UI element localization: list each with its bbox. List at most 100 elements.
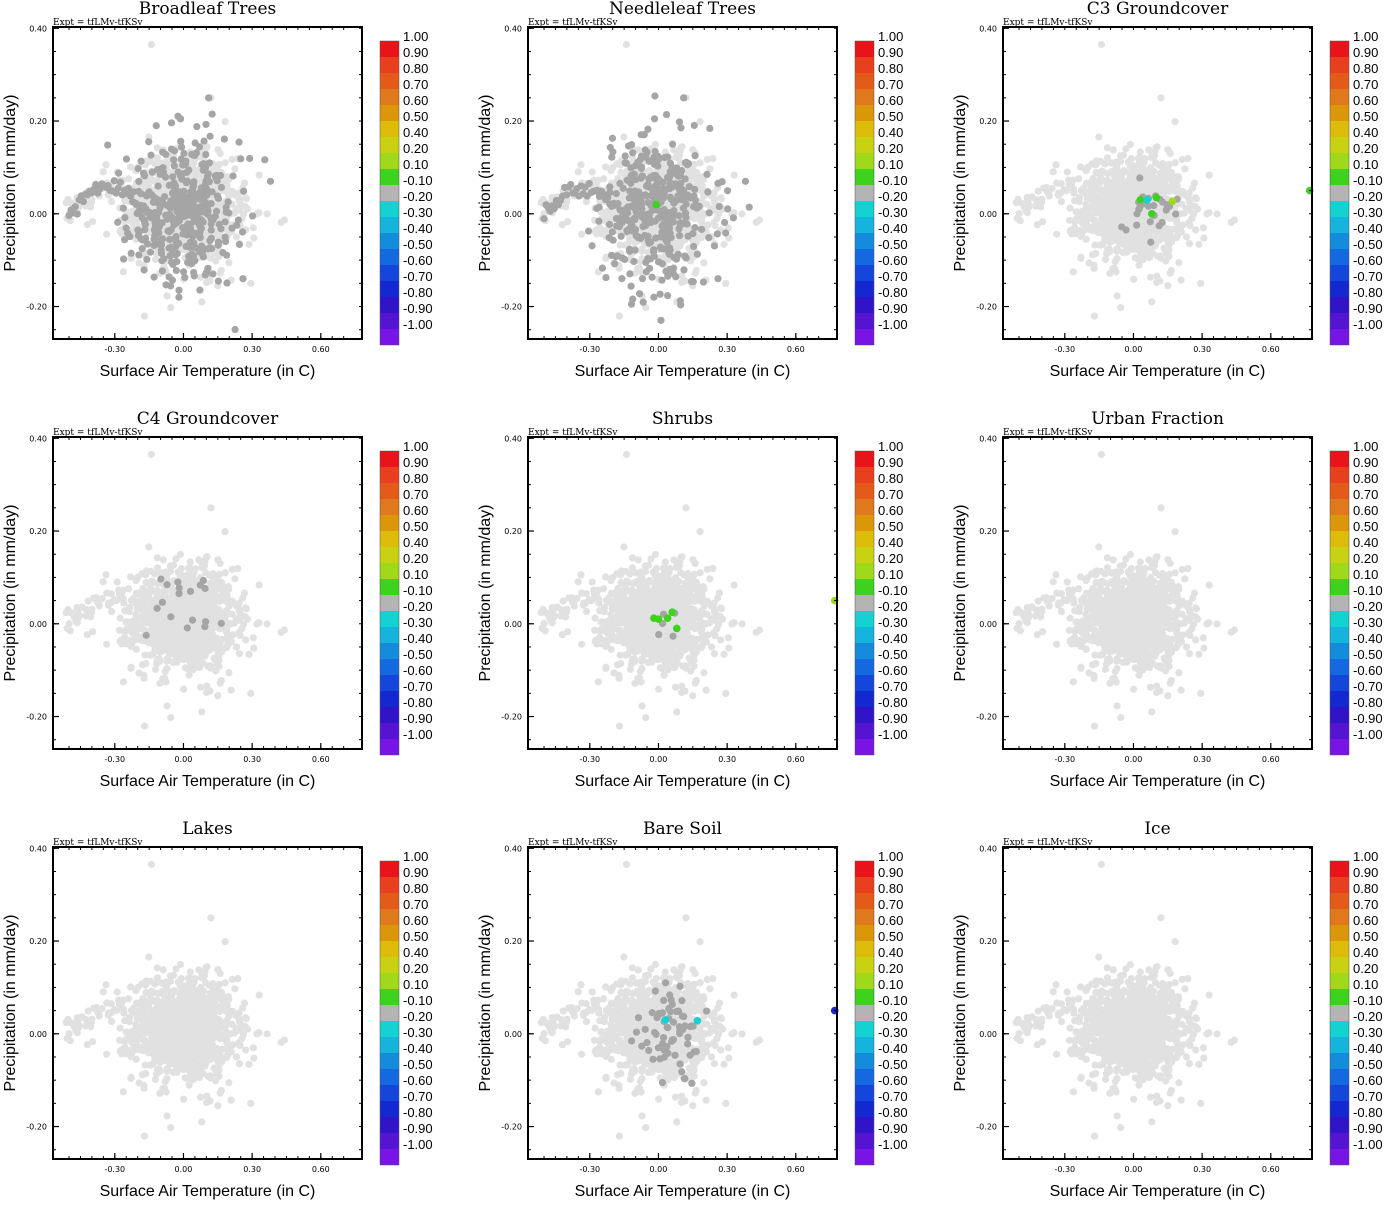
- colorbar-label: -1.00: [1353, 317, 1383, 332]
- neutral-point: [691, 223, 699, 232]
- background-point: [137, 195, 145, 203]
- background-point: [1199, 224, 1207, 232]
- background-point: [1111, 169, 1119, 178]
- background-point: [1140, 233, 1148, 241]
- background-point: [1173, 188, 1181, 196]
- neutral-point: [215, 220, 223, 228]
- neutral-point: [179, 161, 187, 169]
- background-point: [221, 159, 229, 167]
- neutral-point: [150, 273, 158, 281]
- colorbar-label: 1.00: [1353, 29, 1378, 44]
- background-point: [1106, 269, 1114, 277]
- background-point: [1131, 254, 1139, 262]
- background-point: [132, 610, 140, 619]
- background-point: [1057, 197, 1066, 206]
- background-point: [83, 221, 91, 229]
- neutral-point: [1146, 218, 1154, 226]
- background-point: [1081, 189, 1089, 197]
- background-point: [88, 218, 97, 226]
- background-point: [231, 575, 239, 583]
- background-point: [1103, 154, 1112, 162]
- background-point: [1133, 167, 1141, 176]
- colorbar-swatch: [1330, 41, 1349, 57]
- background-point: [1177, 228, 1185, 236]
- neutral-point: [193, 122, 201, 131]
- background-point: [216, 269, 224, 277]
- colorbar-label: 0.80: [403, 61, 428, 76]
- neutral-point: [201, 208, 209, 216]
- neutral-point: [681, 209, 690, 217]
- background-point: [163, 657, 171, 665]
- neutral-point: [217, 183, 226, 191]
- background-point: [1134, 154, 1143, 162]
- neutral-point: [169, 190, 177, 198]
- neutral-point: [689, 278, 697, 286]
- neutral-point: [595, 203, 603, 211]
- x-axis-label: Surface Air Temperature (in C): [100, 363, 316, 380]
- background-point: [588, 168, 596, 176]
- background-point: [1090, 261, 1098, 269]
- colorbar-swatch: [855, 329, 874, 345]
- neutral-point: [116, 178, 124, 186]
- colorbar-label: 1.00: [403, 29, 428, 44]
- colorbar-swatch: [1330, 73, 1349, 89]
- background-point: [1066, 204, 1074, 212]
- background-point: [1069, 268, 1077, 276]
- neutral-point: [606, 143, 614, 152]
- background-point: [1116, 174, 1125, 182]
- colorbar-label: -0.30: [403, 205, 433, 220]
- background-point: [245, 240, 253, 248]
- neutral-point: [153, 209, 161, 217]
- colorbar-swatch: [1330, 265, 1349, 281]
- colorbar-swatch: [1330, 89, 1349, 105]
- background-point: [1171, 118, 1179, 126]
- experiment-label: Expt = tfLMv-tfKSv: [53, 18, 143, 28]
- background-point: [602, 254, 610, 262]
- neutral-point: [127, 192, 135, 200]
- background-point: [225, 259, 233, 267]
- x-axis-label: Surface Air Temperature (in C): [1050, 363, 1266, 380]
- background-point: [1182, 233, 1191, 241]
- neutral-point: [698, 225, 706, 234]
- panel-broadleaf-trees: Broadleaf Trees Expt = tfLMv-tfKSv -0.30 0.…: [0, 0, 462, 400]
- neutral-point: [632, 175, 640, 184]
- background-point: [176, 550, 185, 559]
- colorbar-label: 0.70: [1353, 77, 1378, 92]
- neutral-point: [672, 273, 680, 281]
- background-point: [1134, 185, 1143, 193]
- colorbar-label: -0.40: [878, 221, 908, 236]
- colorbar-label: -0.60: [878, 253, 908, 268]
- background-point: [1089, 227, 1097, 235]
- neutral-point: [625, 247, 634, 255]
- neutral-point: [187, 188, 195, 196]
- neutral-point: [645, 264, 654, 272]
- colorbar-label: -0.70: [878, 269, 908, 284]
- background-point: [1163, 183, 1171, 192]
- background-point: [87, 203, 95, 211]
- background-point: [1167, 233, 1175, 241]
- neutral-point: [134, 231, 143, 240]
- background-point: [658, 167, 666, 176]
- x-tick-label: 0.60: [312, 345, 330, 354]
- background-point: [116, 614, 124, 622]
- neutral-point: [650, 156, 658, 165]
- colorbar-swatch: [1330, 57, 1349, 73]
- background-point: [1117, 168, 1126, 176]
- y-tick-label: 0.00: [29, 210, 47, 219]
- background-point: [1017, 199, 1025, 207]
- background-point: [709, 154, 717, 163]
- neutral-point: [631, 204, 640, 213]
- background-point: [215, 160, 223, 169]
- colorbar-swatch: [855, 73, 874, 89]
- colorbar-label: 0.90: [1353, 45, 1378, 60]
- background-point: [1097, 191, 1105, 199]
- background-point: [125, 585, 133, 593]
- background-point: [1113, 217, 1122, 225]
- neutral-point: [114, 184, 122, 192]
- colorbar: 1.000.900.800.700.600.500.400.200.10-0.1…: [854, 29, 908, 346]
- neutral-point: [669, 264, 678, 272]
- background-point: [167, 713, 175, 722]
- neutral-point: [208, 110, 216, 118]
